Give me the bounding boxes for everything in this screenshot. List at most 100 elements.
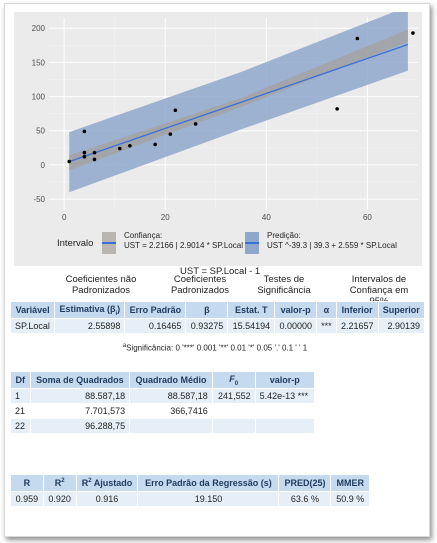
data-point bbox=[153, 142, 157, 147]
cell-alpha: *** bbox=[316, 318, 337, 334]
regression-plot: 200 150 100 50 0 -50 0 20 40 60 bbox=[32, 12, 418, 222]
x-tick-label: 0 bbox=[62, 213, 67, 222]
col-sum-squares: Soma de Quadrados bbox=[29, 371, 131, 389]
significance-footnote: aSignificância: 0 '***' 0.001 '**' 0.01 … bbox=[65, 341, 365, 354]
legend-title: Intervalo bbox=[57, 238, 94, 249]
cell-f bbox=[211, 403, 256, 419]
x-tick-label: 60 bbox=[363, 213, 372, 222]
legend-prediction-label: Predição: bbox=[267, 231, 301, 240]
col-p-value: valor-p bbox=[254, 371, 316, 389]
col-estimate-close: ) bbox=[117, 303, 121, 314]
y-tick-label: 200 bbox=[32, 24, 46, 33]
regression-plot-panel: 200 150 100 50 0 -50 0 20 40 60 bbox=[14, 12, 422, 266]
col-std-error-regression: Erro Padrão da Regressão (s) bbox=[137, 474, 280, 492]
col-f: F0 bbox=[211, 371, 256, 389]
col-r-squared-adjusted: R2 Ajustado bbox=[75, 474, 139, 492]
coefficients-table: Variável Estimativa (βi) Erro Padrão β E… bbox=[9, 301, 426, 334]
coefficients-header-row: Variável Estimativa (βi) Erro Padrão β E… bbox=[9, 301, 426, 319]
data-point bbox=[411, 31, 415, 35]
col-estimate-sub: i bbox=[115, 310, 118, 317]
col-df: Df bbox=[10, 371, 31, 389]
col-f-sub: 0 bbox=[234, 380, 239, 387]
report-frame: 200 150 100 50 0 -50 0 20 40 60 Intervalo Confian… bbox=[4, 3, 430, 537]
anova-table: Df Soma de Quadrados Quadrado Médio F0 v… bbox=[10, 371, 316, 434]
cell-estimate: 2.55898 bbox=[54, 318, 126, 334]
regression-line bbox=[69, 43, 409, 163]
table-row: 1 88.587,18 88.587,18 241,552 5.42e-13 *… bbox=[10, 388, 316, 404]
col-estimate: Estimativa (βi) bbox=[54, 301, 126, 319]
legend-confidence-swatch bbox=[102, 232, 116, 254]
cell-df: 22 bbox=[10, 418, 31, 434]
model-summary-table: R R2 R2 Ajustado Erro Padrão da Regressã… bbox=[10, 474, 370, 507]
cell-mean-square bbox=[129, 418, 213, 434]
data-point bbox=[168, 132, 173, 136]
legend-confidence-equation: UST = 2.2166 | 2.9014 * SP.Local bbox=[124, 241, 243, 250]
col-estimate-text: Estimativa (β bbox=[59, 303, 116, 314]
cell-std-error-regression: 19.150 bbox=[137, 491, 280, 507]
col-pred25: PRED(25) bbox=[278, 474, 332, 492]
col-r-adj-suffix: Ajustado bbox=[93, 478, 133, 488]
col-mmer: MMER bbox=[330, 474, 370, 492]
col-lower: Inferior bbox=[335, 301, 379, 319]
x-tick-label: 40 bbox=[262, 213, 271, 222]
cell-r-squared-adjusted: 0.916 bbox=[75, 491, 139, 507]
cell-f: 241,552 bbox=[211, 388, 256, 404]
cell-r-squared: 0.920 bbox=[42, 491, 77, 507]
col-r-squared: R2 bbox=[42, 474, 77, 492]
cell-mean-square: 88.587,18 bbox=[129, 388, 213, 404]
col-r-squared-text: R bbox=[54, 478, 62, 488]
cell-mmer: 50.9 % bbox=[330, 491, 370, 507]
cell-variable: SP.Local bbox=[9, 318, 56, 334]
cell-df: 1 bbox=[10, 388, 31, 404]
summary-header-row: R R2 R2 Ajustado Erro Padrão da Regressã… bbox=[10, 474, 370, 492]
legend-confidence-label: Confiança: bbox=[124, 231, 163, 240]
cell-sum-squares: 96.288,75 bbox=[29, 418, 131, 434]
x-tick-label: 20 bbox=[161, 213, 170, 222]
col-std-error: Erro Padrão bbox=[124, 301, 187, 319]
data-point bbox=[355, 36, 360, 41]
data-point bbox=[82, 150, 87, 155]
data-point bbox=[82, 154, 87, 159]
legend-prediction-line bbox=[245, 242, 259, 244]
cell-r: 0.959 bbox=[10, 491, 44, 507]
cell-std-error: 0.16465 bbox=[124, 318, 187, 334]
col-r-squared-sup: 2 bbox=[61, 478, 65, 484]
legend-confidence-line bbox=[102, 242, 116, 244]
y-tick-label: 100 bbox=[32, 93, 46, 102]
table-row: 22 96.288,75 bbox=[10, 418, 316, 434]
cell-t-stat: 15.54194 bbox=[227, 318, 276, 334]
cell-sum-squares: 88.587,18 bbox=[29, 388, 131, 404]
col-variable: Variável bbox=[9, 301, 56, 319]
table-row: 21 7.701,573 366,7416 bbox=[10, 403, 316, 419]
legend-prediction-swatch bbox=[245, 232, 259, 254]
cell-p-value: 0.00000 bbox=[274, 318, 318, 334]
data-point bbox=[193, 122, 198, 126]
col-mean-square: Quadrado Médio bbox=[129, 371, 213, 389]
data-point bbox=[67, 159, 72, 164]
anova-header-row: Df Soma de Quadrados Quadrado Médio F0 v… bbox=[10, 371, 316, 389]
cell-pred25: 63.6 % bbox=[278, 491, 332, 507]
col-r-adj-sup: 2 bbox=[88, 478, 92, 484]
cell-sum-squares: 7.701,573 bbox=[29, 403, 131, 419]
model-title: UST = SP.Local - 1 bbox=[180, 266, 261, 277]
data-point bbox=[92, 150, 97, 155]
cell-beta: 0.93275 bbox=[185, 318, 229, 334]
y-tick-label: 150 bbox=[32, 58, 46, 67]
data-point bbox=[117, 146, 122, 151]
data-point bbox=[92, 157, 97, 162]
group-standardized: Coeficientes Padronizados bbox=[170, 274, 230, 296]
data-point bbox=[128, 143, 132, 148]
table-row: 0.959 0.920 0.916 19.150 63.6 % 50.9 % bbox=[10, 491, 370, 507]
col-upper: Superior bbox=[377, 301, 426, 319]
cell-df: 21 bbox=[10, 403, 31, 419]
cell-p-value bbox=[254, 403, 316, 419]
group-unstandardized: Coeficientes não Padronizados bbox=[65, 274, 137, 296]
col-r: R bbox=[10, 474, 44, 492]
legend-prediction-equation: UST ^-39.3 | 39.3 + 2.559 * SP.Local bbox=[267, 241, 397, 250]
y-tick-label: 0 bbox=[41, 161, 46, 170]
col-p-value: valor-p bbox=[274, 301, 318, 319]
confidence-band bbox=[69, 29, 408, 171]
table-row: SP.Local 2.55898 0.16465 0.93275 15.5419… bbox=[9, 318, 426, 334]
col-f-text: F bbox=[229, 373, 235, 384]
cell-mean-square: 366,7416 bbox=[129, 403, 213, 419]
